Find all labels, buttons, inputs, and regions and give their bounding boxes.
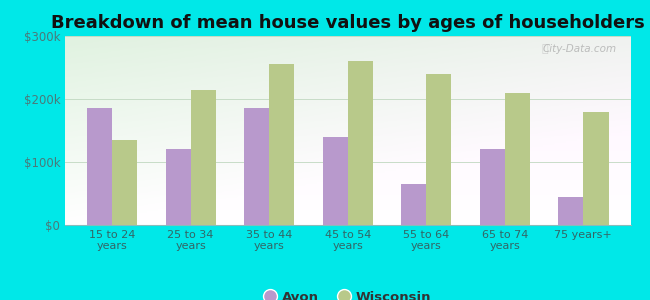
Bar <box>426 74 452 225</box>
Bar <box>190 89 216 225</box>
Bar <box>244 108 269 225</box>
Bar <box>112 140 137 225</box>
Bar <box>269 64 294 225</box>
Bar <box>322 137 348 225</box>
Bar <box>558 197 584 225</box>
Bar <box>505 93 530 225</box>
Bar <box>480 149 505 225</box>
Bar <box>87 108 112 225</box>
Title: Breakdown of mean house values by ages of householders: Breakdown of mean house values by ages o… <box>51 14 645 32</box>
Bar <box>401 184 426 225</box>
Bar <box>584 112 608 225</box>
Bar <box>166 149 190 225</box>
Text: ⓘ: ⓘ <box>542 44 549 54</box>
Text: City-Data.com: City-Data.com <box>542 44 616 54</box>
Bar <box>348 61 373 225</box>
Legend: Avon, Wisconsin: Avon, Wisconsin <box>259 286 436 300</box>
